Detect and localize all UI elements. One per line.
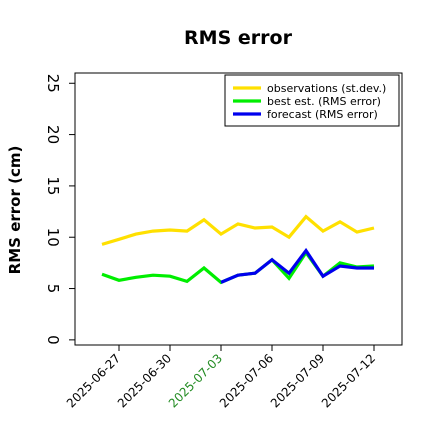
legend: observations (st.dev.)best est. (RMS err… [224,74,400,127]
x-tick-label: 2025-07-09 [268,351,327,410]
series-line-1 [101,249,375,285]
series-line-0 [101,214,375,246]
series-lines [101,214,375,285]
y-tick-label: 10 [44,228,62,247]
x-tick-label: 2025-07-03 [166,351,225,410]
plot-frame [74,72,403,346]
y-axis-label: RMS error (cm) [6,146,24,275]
legend-label-0: observations (st.dev.) [267,82,386,95]
x-tick-label: 2025-07-12 [319,351,378,410]
y-tick-label: 20 [44,125,62,144]
y-tick-label: 5 [44,284,62,294]
chart-title: RMS error [184,27,293,49]
y-tick-label: 0 [44,335,62,345]
y-tick-label: 25 [44,74,62,93]
x-tick-label: 2025-06-27 [64,351,123,410]
legend-label-2: forecast (RMS error) [267,108,378,121]
x-axis: 2025-06-272025-06-302025-07-032025-07-06… [64,345,378,410]
series-line-2 [220,247,374,284]
legend-label-1: best est. (RMS error) [267,95,381,108]
x-tick-label: 2025-06-30 [115,351,174,410]
y-axis: 0 5 10 15 20 25 [44,74,75,345]
x-tick-label: 2025-07-06 [217,351,276,410]
y-tick-label: 15 [44,176,62,195]
